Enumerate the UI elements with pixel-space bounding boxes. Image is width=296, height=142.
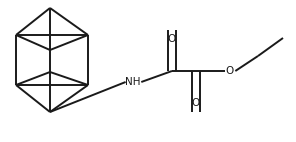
- Text: NH: NH: [125, 77, 141, 87]
- Text: O: O: [226, 66, 234, 76]
- Text: O: O: [168, 34, 176, 43]
- Text: O: O: [192, 99, 200, 108]
